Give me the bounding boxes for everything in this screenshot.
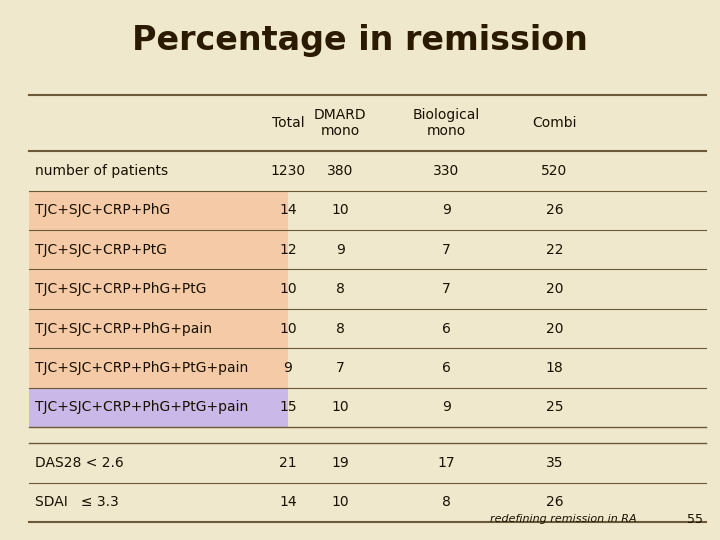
Text: DAS28 < 2.6: DAS28 < 2.6: [35, 456, 123, 470]
Text: 8: 8: [336, 282, 345, 296]
Text: 7: 7: [336, 361, 345, 375]
Text: Percentage in remission: Percentage in remission: [132, 24, 588, 57]
Text: Total: Total: [271, 116, 305, 130]
Text: TJC+SJC+CRP+PhG+PtG: TJC+SJC+CRP+PhG+PtG: [35, 282, 206, 296]
Text: SDAI   ≤ 3.3: SDAI ≤ 3.3: [35, 496, 118, 509]
Text: TJC+SJC+CRP+PhG+PtG+pain: TJC+SJC+CRP+PhG+PtG+pain: [35, 361, 248, 375]
Bar: [29, 230, 288, 269]
Text: 520: 520: [541, 164, 567, 178]
Text: 26: 26: [546, 204, 563, 217]
Text: 17: 17: [438, 456, 455, 470]
Text: TJC+SJC+CRP+PtG: TJC+SJC+CRP+PtG: [35, 243, 166, 256]
Text: 6: 6: [442, 322, 451, 335]
Text: TJC+SJC+CRP+PhG: TJC+SJC+CRP+PhG: [35, 204, 170, 217]
Text: TJC+SJC+CRP+PhG+PtG+pain: TJC+SJC+CRP+PhG+PtG+pain: [35, 401, 248, 414]
Text: 14: 14: [279, 496, 297, 509]
Text: 10: 10: [279, 322, 297, 335]
Text: 12: 12: [279, 243, 297, 256]
Text: 26: 26: [546, 496, 563, 509]
Text: 25: 25: [546, 401, 563, 414]
Text: 14: 14: [279, 204, 297, 217]
Text: 6: 6: [442, 361, 451, 375]
Text: 20: 20: [546, 322, 563, 335]
Text: redefining remission in RA: redefining remission in RA: [490, 515, 636, 524]
Text: 20: 20: [546, 282, 563, 296]
Text: 55: 55: [687, 513, 703, 526]
Text: 10: 10: [331, 204, 349, 217]
Text: TJC+SJC+CRP+PhG+pain: TJC+SJC+CRP+PhG+pain: [35, 322, 212, 335]
Text: 19: 19: [331, 456, 349, 470]
Text: 10: 10: [331, 496, 349, 509]
Text: 18: 18: [546, 361, 563, 375]
Text: 9: 9: [442, 204, 451, 217]
Text: DMARD
mono: DMARD mono: [314, 108, 366, 138]
Text: 15: 15: [279, 401, 297, 414]
Text: Biological
mono: Biological mono: [413, 108, 480, 138]
Text: 10: 10: [331, 401, 349, 414]
Text: 7: 7: [442, 282, 451, 296]
Text: 8: 8: [442, 496, 451, 509]
Text: 35: 35: [546, 456, 563, 470]
Text: 7: 7: [442, 243, 451, 256]
Bar: [29, 388, 288, 427]
Text: number of patients: number of patients: [35, 164, 168, 178]
Text: 8: 8: [336, 322, 345, 335]
Text: 330: 330: [433, 164, 459, 178]
Text: Combi: Combi: [532, 116, 577, 130]
Bar: [29, 309, 288, 348]
Text: 9: 9: [284, 361, 292, 375]
Text: 21: 21: [279, 456, 297, 470]
Text: 9: 9: [336, 243, 345, 256]
Bar: [29, 348, 288, 388]
Text: 9: 9: [442, 401, 451, 414]
Bar: [29, 191, 288, 230]
Text: 1230: 1230: [271, 164, 305, 178]
Text: 380: 380: [327, 164, 354, 178]
Bar: [29, 269, 288, 309]
Text: 22: 22: [546, 243, 563, 256]
Text: 10: 10: [279, 282, 297, 296]
